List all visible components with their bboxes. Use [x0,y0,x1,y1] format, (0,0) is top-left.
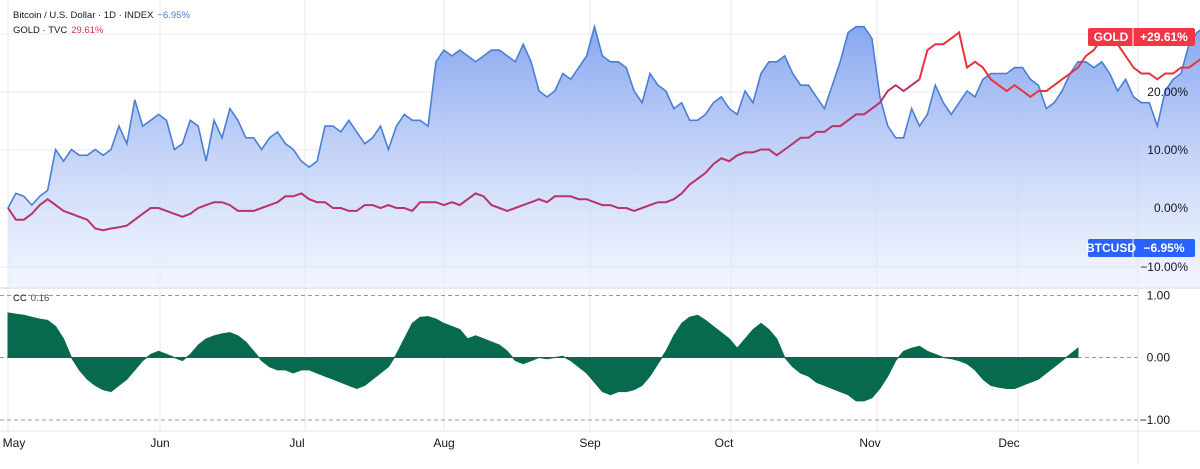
time-axis-label: Jul [289,436,304,450]
cc-axis-label: 1.00 [1147,289,1171,303]
legend-btc[interactable]: Bitcoin / U.S. Dollar · 1D · INDEX −6.95% [13,10,190,21]
btc-badge-label: BTCUSD [1086,241,1136,255]
legend-cc[interactable]: CC 0.16 [13,293,49,304]
price-axis-label: 0.00% [1154,201,1188,215]
gold-badge[interactable]: GOLD +29.61% [1088,28,1195,46]
price-axis-label: −10.00% [1140,260,1188,274]
time-axis-label: Oct [715,436,734,450]
btc-badge-value: −6.95% [1143,241,1184,255]
time-axis-label: May [3,436,26,450]
legend-cc-name: CC [13,293,27,304]
legend-gold-name: GOLD · TVC [13,25,67,36]
legend-gold-change: 29.61% [71,25,103,36]
btc-badge[interactable]: BTCUSD −6.95% [1086,239,1195,257]
cc-axis-label: −1.00 [1140,413,1171,427]
legend-btc-change: −6.95% [157,10,190,21]
time-axis-label: Sep [579,436,601,450]
time-axis-label: Jun [150,436,169,450]
legend-btc-name: Bitcoin / U.S. Dollar · 1D · INDEX [13,10,153,21]
btc-area[interactable] [8,21,1200,288]
gold-badge-label: GOLD [1094,30,1129,44]
time-axis-label: Nov [859,436,880,450]
price-axis-label: 20.00% [1147,85,1188,99]
legend-cc-value: 0.16 [31,293,50,304]
price-axis-label: 10.00% [1147,143,1188,157]
time-axis[interactable]: May Jun Jul Aug Sep Oct Nov Dec [3,436,1020,450]
time-axis-label: Aug [433,436,454,450]
cc-axis-label: 0.00 [1147,351,1171,365]
gold-badge-value: +29.61% [1140,30,1188,44]
time-axis-label: Dec [998,436,1019,450]
legend-gold[interactable]: GOLD · TVC 29.61% [13,25,103,36]
cc-area[interactable] [8,313,1078,401]
